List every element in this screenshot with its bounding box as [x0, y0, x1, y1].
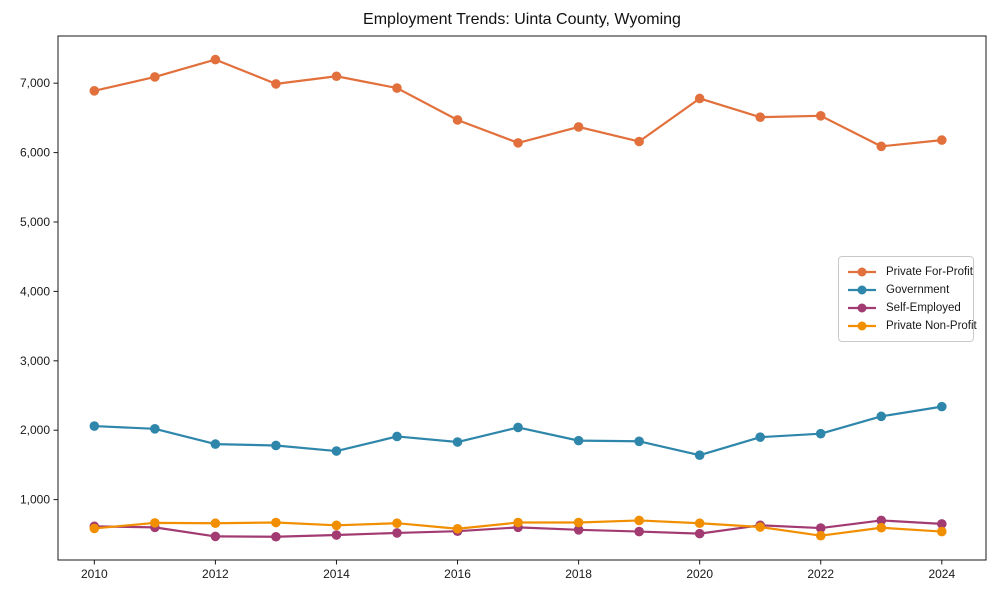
data-point-private-for-profit	[452, 115, 463, 125]
data-point-private-for-profit	[392, 83, 402, 93]
data-point-self-employed	[876, 515, 887, 526]
y-tick-label: 7,000	[20, 76, 50, 90]
data-point-private-for-profit	[876, 141, 887, 152]
data-point-government	[815, 428, 826, 439]
data-point-private-for-profit	[331, 71, 342, 82]
data-point-private-for-profit	[513, 138, 523, 148]
legend-entry-government: Government	[847, 281, 965, 298]
data-point-private-for-profit	[755, 112, 766, 123]
data-point-private-for-profit	[694, 93, 705, 104]
data-point-government	[89, 421, 100, 431]
x-tick-label: 2022	[807, 567, 834, 581]
data-point-private-non-profit	[150, 518, 160, 528]
legend-label: Private Non-Profit	[886, 320, 977, 333]
data-point-private-for-profit	[573, 122, 584, 132]
data-point-self-employed	[392, 528, 402, 538]
x-tick-label: 2010	[81, 567, 108, 581]
x-tick-label: 2024	[928, 567, 955, 581]
data-point-private-for-profit	[210, 54, 221, 65]
data-point-self-employed	[815, 523, 826, 533]
y-tick-label: 2,000	[20, 423, 50, 437]
data-point-private-non-profit	[876, 522, 887, 533]
y-tick-label: 6,000	[20, 146, 50, 160]
data-point-private-non-profit	[573, 517, 584, 528]
data-point-government	[694, 450, 705, 461]
legend-entry-private-non-profit: Private Non-Profit	[847, 318, 977, 335]
data-point-private-non-profit	[271, 517, 281, 528]
data-point-private-non-profit	[89, 523, 100, 534]
data-point-private-for-profit	[634, 136, 644, 147]
data-point-government	[876, 411, 887, 422]
legend-line-sample-icon	[848, 303, 876, 313]
data-point-government	[392, 431, 402, 442]
data-point-government	[150, 424, 160, 434]
data-point-government	[513, 422, 523, 433]
legend-entry-private-for-profit: Private For-Profit	[847, 263, 973, 280]
data-point-self-employed	[271, 531, 281, 542]
data-point-government	[634, 436, 644, 447]
data-point-self-employed	[210, 531, 221, 542]
data-point-private-non-profit	[513, 517, 523, 528]
y-tick-label: 1,000	[20, 493, 50, 507]
data-point-private-non-profit	[755, 522, 766, 532]
data-point-private-non-profit	[694, 518, 705, 529]
data-point-government	[271, 440, 281, 451]
y-tick-label: 5,000	[20, 215, 50, 229]
data-point-private-non-profit	[815, 530, 826, 541]
data-point-self-employed	[937, 519, 947, 529]
data-point-private-non-profit	[210, 518, 221, 529]
data-point-private-non-profit	[937, 526, 947, 537]
data-point-private-for-profit	[815, 111, 826, 121]
data-point-government	[210, 439, 221, 449]
chart-legend: Private For-Profit Government Self-Emplo…	[838, 256, 977, 342]
data-point-private-non-profit	[392, 518, 402, 529]
x-tick-label: 2018	[565, 567, 592, 581]
data-point-government	[937, 401, 947, 412]
data-point-private-for-profit	[937, 135, 947, 145]
data-point-private-non-profit	[452, 523, 463, 534]
data-point-government	[452, 437, 463, 447]
legend-line-sample-icon	[848, 267, 876, 276]
legend-label: Self-Employed	[886, 302, 961, 315]
y-tick-label: 4,000	[20, 284, 50, 298]
legend-label: Private For-Profit	[886, 265, 973, 278]
data-point-private-for-profit	[89, 86, 100, 96]
legend-line-sample-icon	[848, 321, 876, 331]
data-point-private-for-profit	[150, 72, 160, 82]
legend-entry-self-employed: Self-Employed	[847, 300, 965, 317]
x-tick-label: 2016	[444, 567, 471, 581]
data-point-government	[573, 435, 584, 446]
x-tick-label: 2020	[686, 567, 713, 581]
data-point-self-employed	[331, 530, 342, 540]
data-point-private-non-profit	[331, 520, 342, 531]
data-point-self-employed	[694, 528, 705, 539]
legend-label: Government	[886, 283, 950, 296]
x-tick-label: 2014	[323, 567, 350, 581]
chart-title: Employment Trends: Uinta County, Wyoming	[363, 11, 681, 28]
data-point-self-employed	[573, 525, 584, 535]
y-tick-label: 3,000	[20, 354, 50, 368]
series-line-private-for-profit	[94, 58, 942, 148]
legend-line-sample-icon	[848, 285, 876, 295]
data-point-self-employed	[634, 526, 644, 537]
axes-box	[57, 35, 987, 561]
x-tick-label: 2012	[202, 567, 229, 581]
data-point-government	[755, 432, 766, 442]
data-point-private-for-profit	[271, 79, 281, 89]
data-point-government	[331, 446, 342, 456]
data-point-private-non-profit	[634, 515, 644, 526]
